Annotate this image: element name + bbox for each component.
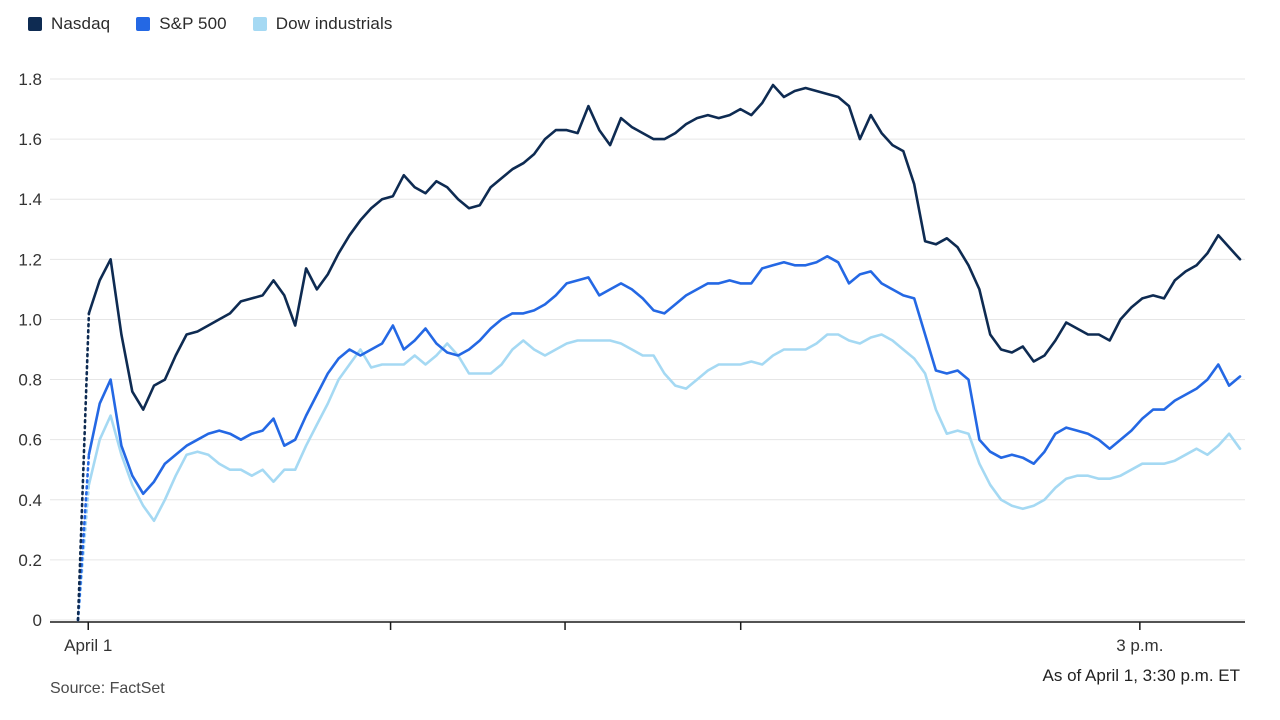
legend-label-nasdaq: Nasdaq xyxy=(51,14,111,33)
dow-line xyxy=(87,333,1242,523)
y-axis-tick-label: 1.8 xyxy=(18,70,42,89)
legend-item-nasdaq: Nasdaq xyxy=(28,14,110,34)
y-axis-tick-label: 1.4 xyxy=(18,190,42,209)
y-axis-tick-label: 0.4 xyxy=(18,491,42,510)
chart-legend: Nasdaq S&P 500 Dow industrials xyxy=(28,14,392,34)
y-axis-tick-label: 1.6 xyxy=(18,130,42,149)
dow-swatch-icon xyxy=(252,17,267,31)
nasdaq-line xyxy=(87,83,1242,411)
sp500-line xyxy=(87,254,1242,496)
legend-item-sp500: S&P 500 xyxy=(136,14,227,34)
nasdaq-swatch-icon xyxy=(28,17,42,31)
nasdaq-opening-dotted-line xyxy=(76,312,91,622)
sp500-swatch-icon xyxy=(136,17,151,31)
x-axis-end-label: 3 p.m. xyxy=(1116,636,1163,655)
as-of-timestamp: As of April 1, 3:30 p.m. ET xyxy=(1042,666,1240,685)
source-credit: Source: FactSet xyxy=(50,680,165,697)
sp500-opening-dotted-line xyxy=(76,453,91,622)
y-axis-tick-label: 1.2 xyxy=(18,250,42,269)
y-axis-tick-label: 0.8 xyxy=(18,371,42,390)
y-axis-tick-label: 0.6 xyxy=(18,431,42,450)
x-axis-start-label: April 1 xyxy=(64,636,112,655)
y-axis-tick-label: 0.2 xyxy=(18,551,42,570)
legend-label-dow: Dow industrials xyxy=(275,14,393,33)
y-axis-tick-label: 1.0 xyxy=(18,310,42,329)
y-axis-tick-label: 0 xyxy=(33,611,42,630)
legend-label-sp500: S&P 500 xyxy=(159,14,227,33)
legend-item-dow: Dow industrials xyxy=(252,14,393,34)
